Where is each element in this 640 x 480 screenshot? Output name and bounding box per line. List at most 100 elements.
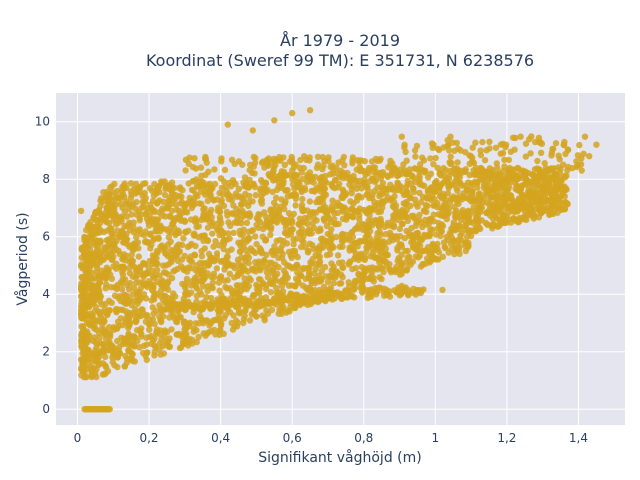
data-point	[416, 175, 423, 182]
x-axis-title: Signifikant våghöjd (m)	[258, 449, 421, 466]
data-point	[107, 271, 114, 278]
data-point	[220, 236, 228, 244]
data-point	[427, 155, 434, 162]
data-point	[264, 186, 271, 193]
data-point	[478, 168, 486, 176]
data-point	[210, 243, 217, 250]
data-point	[453, 213, 460, 220]
data-point	[170, 216, 178, 223]
data-point	[109, 354, 116, 361]
data-point	[491, 186, 498, 193]
data-point	[92, 210, 99, 217]
x-tick-label: 0	[74, 431, 82, 445]
data-point	[119, 255, 126, 263]
data-point	[154, 266, 161, 274]
data-point	[147, 280, 155, 288]
data-point	[372, 155, 380, 163]
data-point	[106, 347, 113, 354]
data-point	[160, 292, 168, 299]
data-point	[162, 250, 170, 258]
data-point	[165, 271, 172, 278]
title-line-2: Koordinat (Sweref 99 TM): E 351731, N 62…	[146, 51, 534, 70]
data-point	[499, 149, 507, 157]
data-point	[88, 291, 95, 298]
data-point	[169, 254, 176, 261]
data-point	[255, 258, 263, 265]
data-point	[455, 222, 462, 229]
data-point	[280, 154, 287, 161]
data-point	[294, 277, 302, 284]
data-point	[148, 297, 155, 304]
data-point	[306, 226, 313, 233]
data-point	[212, 238, 219, 245]
data-point	[273, 284, 280, 292]
data-point	[233, 282, 240, 289]
data-point	[361, 158, 368, 165]
data-point	[268, 306, 276, 314]
data-point	[202, 171, 209, 179]
data-point	[418, 198, 425, 206]
data-point	[83, 373, 90, 381]
data-point	[547, 207, 554, 214]
data-point	[541, 160, 548, 167]
data-point	[517, 186, 524, 193]
data-point	[416, 211, 423, 219]
data-point	[495, 180, 502, 187]
data-point	[318, 178, 326, 186]
data-point	[505, 205, 512, 212]
data-point	[190, 187, 197, 194]
data-point	[410, 188, 418, 196]
data-point	[119, 190, 127, 198]
data-point	[279, 277, 286, 285]
data-point	[339, 259, 346, 266]
data-point	[537, 139, 544, 146]
data-point	[121, 208, 129, 215]
data-point	[290, 164, 298, 171]
data-point	[265, 155, 272, 162]
data-point	[193, 262, 200, 269]
data-point	[562, 150, 569, 158]
data-point	[300, 264, 307, 272]
data-point	[482, 181, 489, 188]
data-point	[441, 243, 448, 251]
data-point	[415, 287, 422, 294]
data-point	[226, 270, 233, 277]
data-point	[263, 307, 270, 314]
data-point	[479, 138, 486, 146]
data-point	[228, 197, 235, 204]
data-point	[230, 229, 237, 237]
data-point	[371, 164, 379, 171]
data-point	[98, 267, 105, 274]
data-point	[195, 333, 202, 341]
data-point	[191, 201, 198, 208]
data-point	[168, 295, 176, 302]
data-point	[108, 183, 116, 190]
data-point	[268, 259, 275, 266]
data-point	[377, 250, 384, 257]
data-point	[390, 222, 398, 229]
data-point	[514, 174, 521, 182]
data-point	[441, 200, 449, 207]
data-point	[446, 229, 454, 237]
data-point	[460, 193, 467, 201]
data-point	[237, 248, 244, 255]
data-point	[469, 144, 476, 151]
data-point	[140, 180, 147, 187]
data-point	[125, 332, 132, 339]
data-point	[274, 270, 281, 277]
data-point	[94, 286, 102, 293]
data-point	[370, 274, 377, 282]
data-point	[318, 268, 325, 275]
data-point	[411, 196, 419, 203]
data-point	[284, 187, 291, 194]
data-point	[519, 193, 527, 201]
x-tick-label: 0,6	[283, 431, 302, 445]
data-point	[256, 284, 263, 291]
data-point	[136, 344, 143, 351]
data-point	[115, 322, 122, 330]
data-point	[365, 167, 372, 174]
data-point	[316, 242, 324, 250]
data-point	[393, 288, 400, 296]
data-point	[128, 211, 135, 218]
data-point	[315, 185, 322, 192]
